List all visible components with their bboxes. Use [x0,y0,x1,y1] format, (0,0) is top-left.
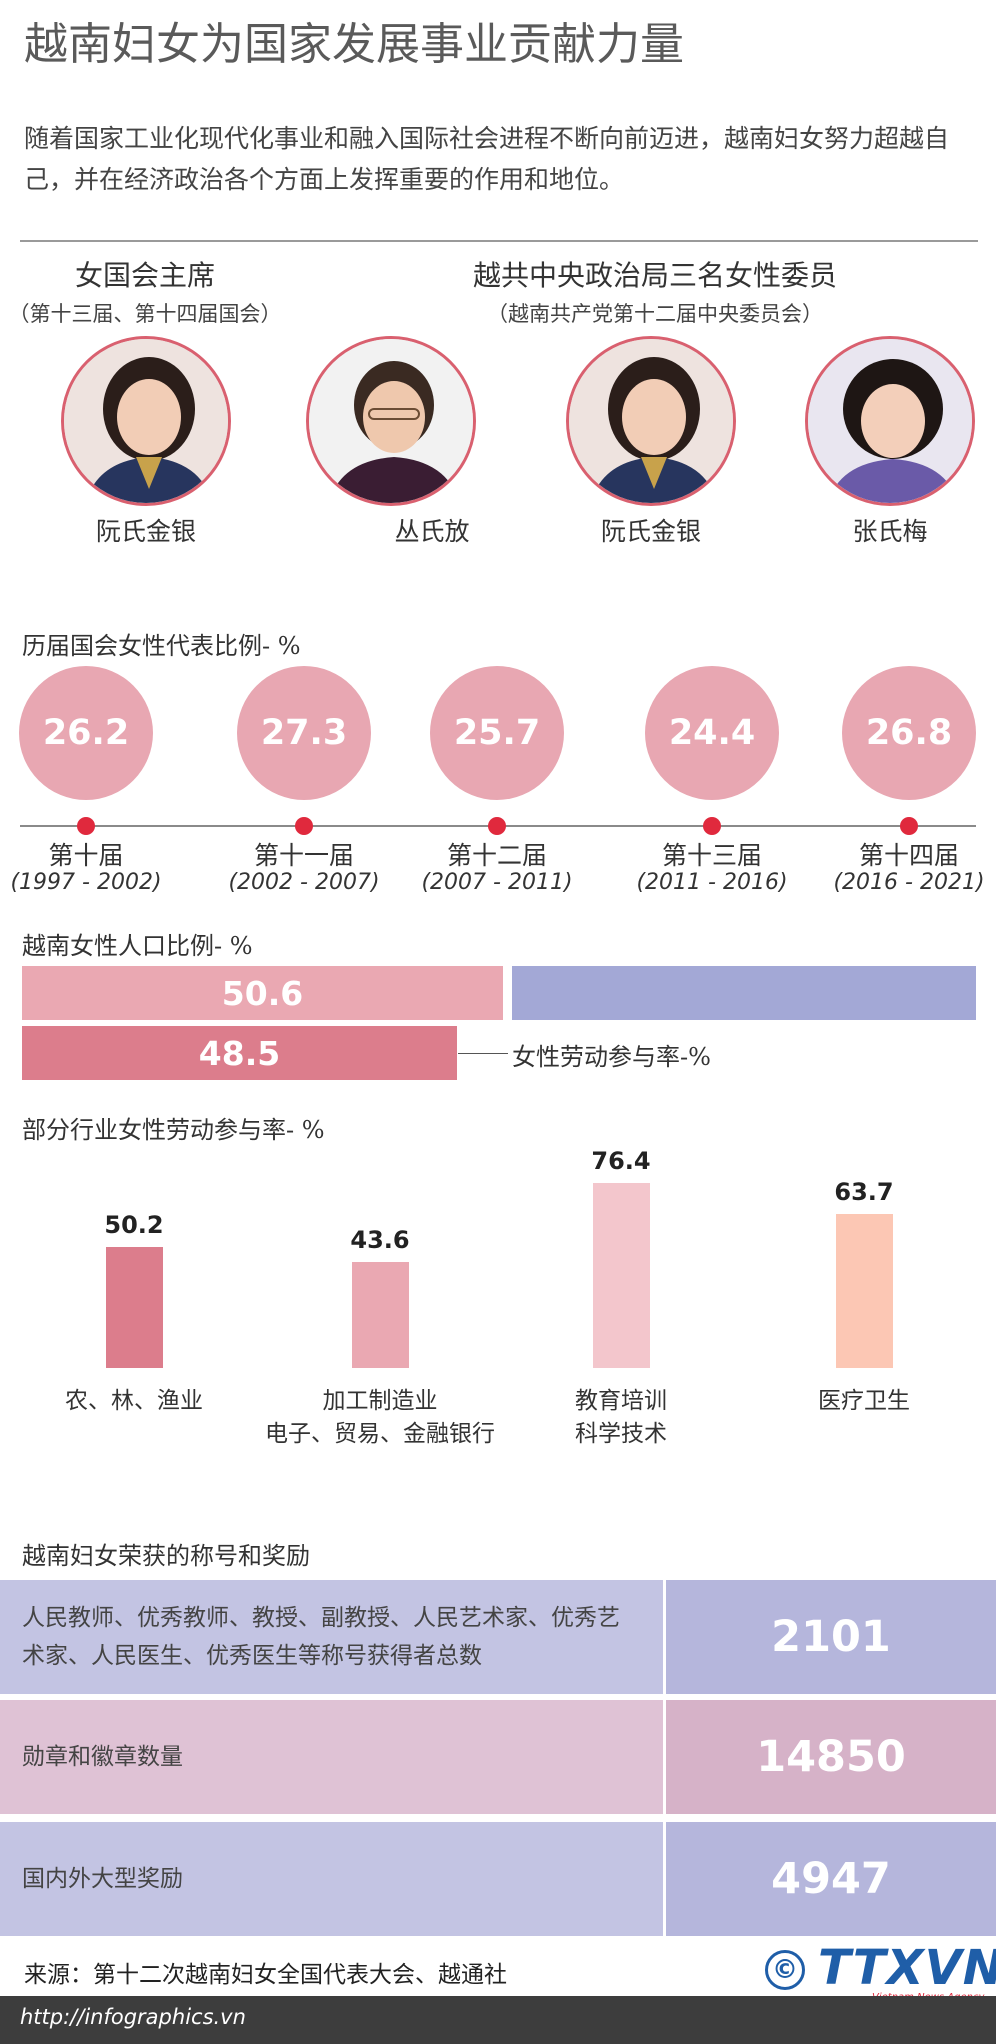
term-years: (1997 - 2002) [10,870,162,895]
intro-text: 随着国家工业化现代化事业和融入国际社会进程不断向前迈进，越南妇女努力超越自己，并… [24,124,950,194]
award-value: 14850 [666,1700,996,1814]
timeline-dot [295,817,313,835]
assembly-value-bubble: 26.2 [19,666,153,800]
assembly-value-bubble: 24.4 [645,666,779,800]
timeline-dot [900,817,918,835]
chart-bar [836,1214,893,1368]
assembly-title: 历届国会女性代表比例- % [22,632,301,660]
portrait-avatar [61,336,231,506]
chart-data-label: 76.4 [591,1147,651,1175]
chart-bar [352,1262,409,1368]
president-label: 女国会主席 [74,259,215,292]
term-label: 第十届 [48,841,124,870]
portrait-avatar [306,336,476,506]
population-title: 越南女性人口比例- % [22,932,253,960]
assembly-value-bubble: 26.8 [842,666,976,800]
source-text: 来源：第十二次越南妇女全国代表大会、越通社 [24,1962,507,1988]
award-row: 人民教师、优秀教师、教授、副教授、人民艺术家、优秀艺术家、人民医生、优秀医生等称… [0,1580,996,1694]
person-icon [309,339,473,503]
award-value: 2101 [666,1580,996,1694]
award-row: 勋章和徽章数量 14850 [0,1700,996,1814]
term-years: (2016 - 2021) [833,870,985,895]
person-name: 阮氏金银 [95,517,196,546]
term-label: 第十二届 [446,841,547,870]
term-years: (2011 - 2016) [636,870,788,895]
chart-title: 部分行业女性劳动参与率- % [22,1116,325,1144]
divider [20,240,978,242]
female-population-bar: 50.6 [22,966,503,1020]
term-label: 第十三届 [661,841,762,870]
labor-rate-bar: 48.5 [22,1026,457,1080]
award-value: 4947 [666,1822,996,1936]
term-years: (2002 - 2007) [228,870,380,895]
male-population-bar [512,966,976,1020]
person-name: 丛氏放 [394,517,470,546]
term-label: 第十四届 [858,841,959,870]
leader-line [458,1053,508,1054]
person-icon [569,339,733,503]
awards-title: 越南妇女荣获的称号和奖励 [22,1542,310,1570]
ttxvn-logo: TTXVN [818,1940,996,1996]
term-years: (2007 - 2011) [421,870,573,895]
person-icon [808,339,972,503]
chart-bar [593,1183,650,1368]
chart-bar [106,1247,163,1368]
chart-data-label: 43.6 [350,1226,410,1254]
person-icon [64,339,228,503]
footer-band [0,1996,996,2044]
copyright-icon: © [765,1950,805,1990]
chart-data-label: 50.2 [104,1211,164,1239]
assembly-value-bubble: 25.7 [430,666,564,800]
labor-rate-label: 女性劳动参与率-% [512,1043,711,1071]
assembly-value-bubble: 27.3 [237,666,371,800]
website-link[interactable]: http://infographics.vn [20,2005,246,2029]
president-sub: （第十三届、第十四届国会） [8,302,282,326]
politburo-label: 越共中央政治局三名女性委员 [472,259,837,292]
timeline-dot [703,817,721,835]
timeline-dot [488,817,506,835]
portrait-avatar [805,336,975,506]
person-name: 张氏梅 [852,517,928,546]
chart-data-label: 63.7 [834,1178,894,1206]
portrait-avatar [566,336,736,506]
politburo-sub: （越南共产党第十二届中央委员会） [487,302,823,326]
award-row: 国内外大型奖励 4947 [0,1822,996,1936]
chart-category-label: 医疗卫生 [818,1388,910,1414]
page-title: 越南妇女为国家发展事业贡献力量 [24,19,684,70]
timeline-dot [77,817,95,835]
chart-category-label: 加工制造业 电子、贸易、金融银行 [265,1388,495,1447]
award-label: 人民教师、优秀教师、教授、副教授、人民艺术家、优秀艺术家、人民医生、优秀医生等称… [0,1580,663,1694]
award-label: 国内外大型奖励 [0,1822,663,1936]
person-name: 阮氏金银 [600,517,701,546]
term-label: 第十一届 [253,841,354,870]
chart-category-label: 教育培训 科学技术 [575,1388,667,1447]
award-label: 勋章和徽章数量 [0,1700,663,1814]
chart-category-label: 农、林、渔业 [65,1388,203,1414]
